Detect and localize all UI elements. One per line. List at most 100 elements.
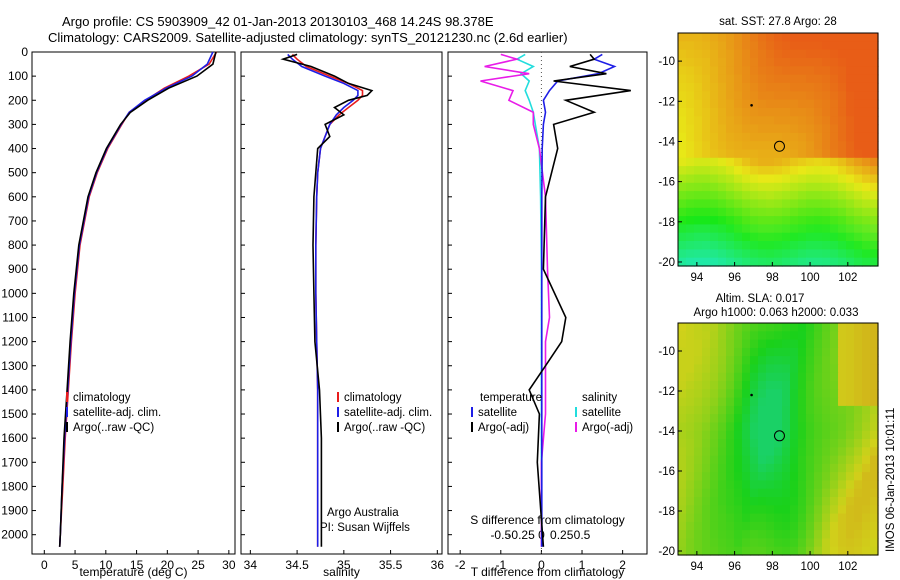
map-cell: [798, 463, 807, 473]
map-cell: [830, 364, 839, 374]
map-cell: [710, 132, 719, 142]
map-cell: [774, 372, 783, 382]
map-cell: [750, 422, 759, 432]
map-cell: [726, 331, 735, 341]
map-cell: [862, 339, 871, 349]
map-cell: [710, 249, 719, 259]
map-cell: [790, 132, 799, 142]
legend-entry: Argo(..raw -QC): [73, 422, 154, 434]
map-x-tick-label: 100: [800, 272, 819, 284]
map-cell: [846, 488, 855, 498]
x-tick-label: -2: [455, 558, 466, 572]
map-cell: [854, 149, 863, 159]
map-cell: [838, 389, 847, 399]
map-cell: [790, 232, 799, 242]
map-cell: [822, 132, 831, 142]
map-cell: [678, 191, 687, 200]
salinity-series-Argo(..raw -QC): [280, 53, 374, 547]
map-cell: [870, 257, 879, 267]
map-cell: [814, 347, 823, 357]
map-cell: [862, 91, 871, 101]
map-cell: [806, 124, 815, 134]
map-cell: [854, 124, 863, 134]
map-cell: [846, 107, 855, 117]
map-cell: [766, 356, 775, 365]
map-cell: [758, 513, 767, 523]
map-cell: [718, 356, 727, 365]
map-cell: [678, 323, 687, 332]
map-cell: [814, 174, 823, 184]
map-cell: [742, 447, 751, 457]
map-cell: [726, 463, 735, 473]
map-cell: [726, 107, 735, 117]
map-cell: [774, 364, 783, 374]
map-cell: [846, 232, 855, 242]
map-cell: [718, 241, 727, 250]
map-cell: [814, 331, 823, 341]
map-cell: [726, 49, 735, 59]
map-cell: [782, 488, 791, 498]
map-cell: [758, 372, 767, 382]
map-cell: [854, 381, 863, 390]
map-cell: [734, 174, 743, 184]
map-y-tick-label: -14: [658, 136, 675, 148]
map-cell: [774, 58, 783, 67]
map-cell: [766, 107, 775, 117]
map-cell: [830, 149, 839, 159]
map-cell: [734, 505, 743, 515]
map-cell: [830, 372, 839, 382]
map-cell: [798, 364, 807, 374]
map-cell: [750, 182, 759, 192]
map-cell: [838, 107, 847, 117]
map-cell: [830, 33, 839, 42]
map-cell: [678, 439, 687, 448]
map-cell: [750, 249, 759, 259]
y-tick-label: 600: [8, 190, 28, 204]
map-cell: [774, 405, 783, 415]
map-cell: [766, 422, 775, 432]
map-cell: [782, 33, 791, 42]
map-cell: [846, 414, 855, 423]
map-cell: [718, 497, 727, 506]
map-cell: [702, 107, 711, 117]
map-cell: [798, 166, 807, 175]
x-tick-label: 34.5: [285, 558, 309, 572]
map-cell: [870, 463, 879, 473]
map-cell: [830, 356, 839, 365]
map-cell: [726, 397, 735, 407]
map-cell: [718, 124, 727, 134]
map-cell: [750, 216, 759, 225]
map-cell: [782, 463, 791, 473]
legend-entry: satellite-adj. clim.: [344, 407, 432, 419]
map-cell: [694, 141, 703, 151]
map-cell: [742, 339, 751, 349]
map-cell: [814, 513, 823, 523]
map-cell: [702, 33, 711, 42]
map-cell: [822, 249, 831, 259]
map-cell: [774, 33, 783, 42]
map-cell: [830, 497, 839, 506]
map-cell: [702, 455, 711, 465]
map-cell: [686, 66, 695, 76]
map-cell: [814, 389, 823, 399]
map-cell: [774, 249, 783, 259]
map-cell: [678, 463, 687, 473]
map-cell: [750, 331, 759, 341]
map-cell: [766, 141, 775, 151]
map-cell: [742, 157, 751, 167]
map-cell: [798, 356, 807, 365]
map-cell: [870, 513, 879, 523]
map-cell: [742, 505, 751, 515]
plot-title-line1: Argo profile: CS 5903909_42 01-Jan-2013 …: [62, 14, 494, 29]
map-cell: [862, 323, 871, 332]
map-cell: [750, 224, 759, 234]
map-cell: [710, 521, 719, 531]
map-cell: [718, 439, 727, 448]
map-cell: [846, 49, 855, 59]
map-cell: [774, 216, 783, 225]
map-cell: [790, 124, 799, 134]
map-cell: [686, 389, 695, 399]
map-cell: [694, 74, 703, 84]
map-cell: [678, 414, 687, 423]
map-cell: [822, 331, 831, 341]
